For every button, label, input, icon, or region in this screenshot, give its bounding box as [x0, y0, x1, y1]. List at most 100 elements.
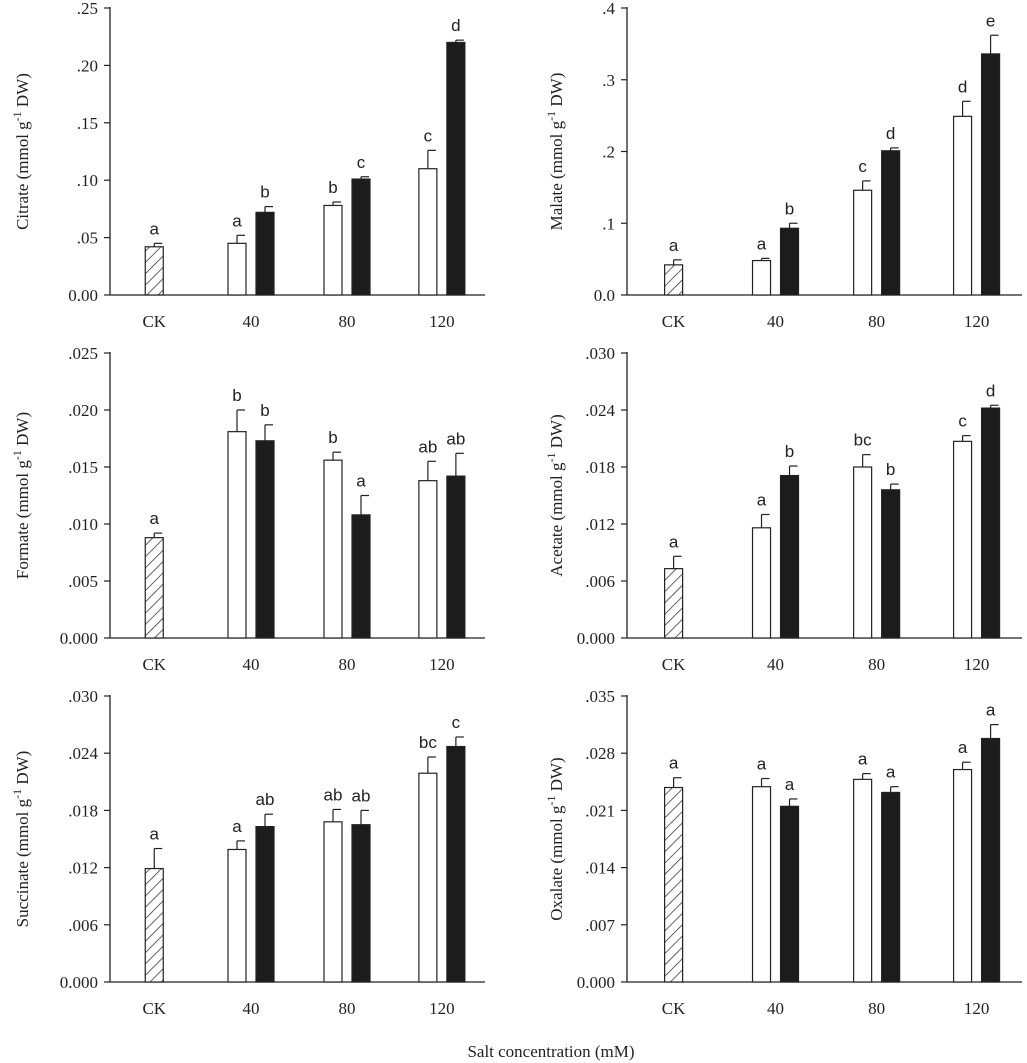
bar-open: [952, 115, 973, 296]
x-tick-label: 120: [429, 999, 455, 1018]
y-tick-label: .006: [585, 572, 615, 591]
significance-label: c: [858, 157, 867, 176]
y-tick-label: .028: [585, 744, 615, 763]
bar-filled: [255, 826, 275, 983]
y-tick-label: 0.000: [60, 973, 98, 992]
y-tick-label: 0.000: [577, 973, 615, 992]
x-tick-label: CK: [142, 999, 166, 1018]
bar-open: [751, 527, 772, 639]
y-tick-label: .005: [68, 572, 98, 591]
y-tick-label: .4: [602, 0, 615, 18]
bar-open: [418, 168, 438, 296]
y-tick-label: .3: [602, 71, 615, 90]
significance-label: b: [232, 386, 241, 405]
y-tick-label: .05: [77, 229, 98, 248]
significance-label: a: [858, 750, 868, 769]
significance-label: ab: [352, 786, 371, 805]
y-tick-label: .25: [77, 0, 98, 18]
significance-label: a: [150, 219, 160, 238]
significance-label: a: [958, 738, 968, 757]
bar-filled: [446, 745, 466, 983]
y-tick-label: 0.000: [577, 629, 615, 648]
significance-label: b: [260, 183, 269, 202]
bar-open: [227, 242, 247, 296]
x-tick-label: 120: [964, 655, 990, 674]
significance-label: b: [785, 442, 794, 461]
y-tick-label: .010: [68, 515, 98, 534]
x-tick-label: 80: [339, 312, 356, 331]
bar-filled: [980, 737, 1001, 983]
y-tick-label: .025: [68, 344, 98, 363]
x-tick-label: 40: [767, 999, 784, 1018]
bar-open: [751, 786, 772, 983]
x-tick-label: CK: [662, 999, 686, 1018]
bar-filled: [779, 805, 800, 983]
y-tick-label: .018: [68, 801, 98, 820]
x-tick-label: CK: [142, 655, 166, 674]
significance-label: a: [757, 491, 767, 510]
y-axis-title: Oxalate (mmol g-1 DW): [544, 757, 566, 920]
y-tick-label: .015: [68, 458, 98, 477]
significance-label: a: [669, 754, 679, 773]
significance-label: a: [232, 817, 242, 836]
bar-filled: [779, 227, 800, 296]
y-tick-label: .1: [602, 214, 615, 233]
x-tick-label: 120: [964, 312, 990, 331]
y-tick-label: .021: [585, 801, 615, 820]
bar-open: [952, 768, 973, 983]
significance-label: a: [669, 236, 679, 255]
significance-label: a: [886, 763, 896, 782]
bar-control: [144, 246, 164, 296]
significance-label: ab: [446, 429, 465, 448]
x-tick-label: 40: [767, 655, 784, 674]
bar-filled: [255, 440, 275, 639]
y-tick-label: .014: [585, 859, 615, 878]
y-axis-title: Acetate (mmol g-1 DW): [544, 414, 566, 576]
significance-label: bc: [854, 431, 872, 450]
x-tick-label: CK: [662, 312, 686, 331]
significance-label: a: [150, 509, 160, 528]
y-tick-label: .024: [585, 401, 615, 420]
x-axis-title: Salt concentration (mM): [467, 1042, 634, 1061]
x-tick-label: CK: [662, 655, 686, 674]
bar-filled: [980, 407, 1001, 639]
x-tick-label: 80: [868, 999, 885, 1018]
bar-open: [227, 848, 247, 983]
significance-label: d: [986, 381, 995, 400]
y-tick-label: .006: [68, 916, 98, 935]
significance-label: d: [451, 16, 460, 35]
y-tick-label: .030: [68, 687, 98, 706]
significance-label: a: [232, 211, 242, 230]
bar-open: [227, 431, 247, 639]
y-tick-label: .020: [68, 401, 98, 420]
y-tick-label: .030: [585, 344, 615, 363]
bar-control: [144, 537, 164, 639]
x-tick-label: 80: [868, 655, 885, 674]
significance-label: a: [150, 825, 160, 844]
bar-open: [751, 259, 772, 296]
x-tick-label: 80: [339, 999, 356, 1018]
significance-label: bc: [419, 733, 437, 752]
bar-open: [323, 204, 343, 296]
x-tick-label: 80: [339, 655, 356, 674]
significance-label: a: [986, 701, 996, 720]
bar-open: [952, 440, 973, 639]
significance-label: c: [424, 126, 433, 145]
bar-open: [853, 778, 873, 983]
y-axis-title: Malate (mmol g-1 DW): [544, 73, 566, 231]
y-tick-label: 0.000: [60, 629, 98, 648]
significance-label: b: [260, 401, 269, 420]
significance-label: ab: [418, 437, 437, 456]
x-tick-label: 40: [243, 312, 260, 331]
y-tick-label: .20: [77, 56, 98, 75]
y-tick-label: .2: [602, 143, 615, 162]
bar-control: [144, 867, 164, 983]
x-tick-label: 120: [964, 999, 990, 1018]
x-tick-label: 120: [429, 312, 455, 331]
